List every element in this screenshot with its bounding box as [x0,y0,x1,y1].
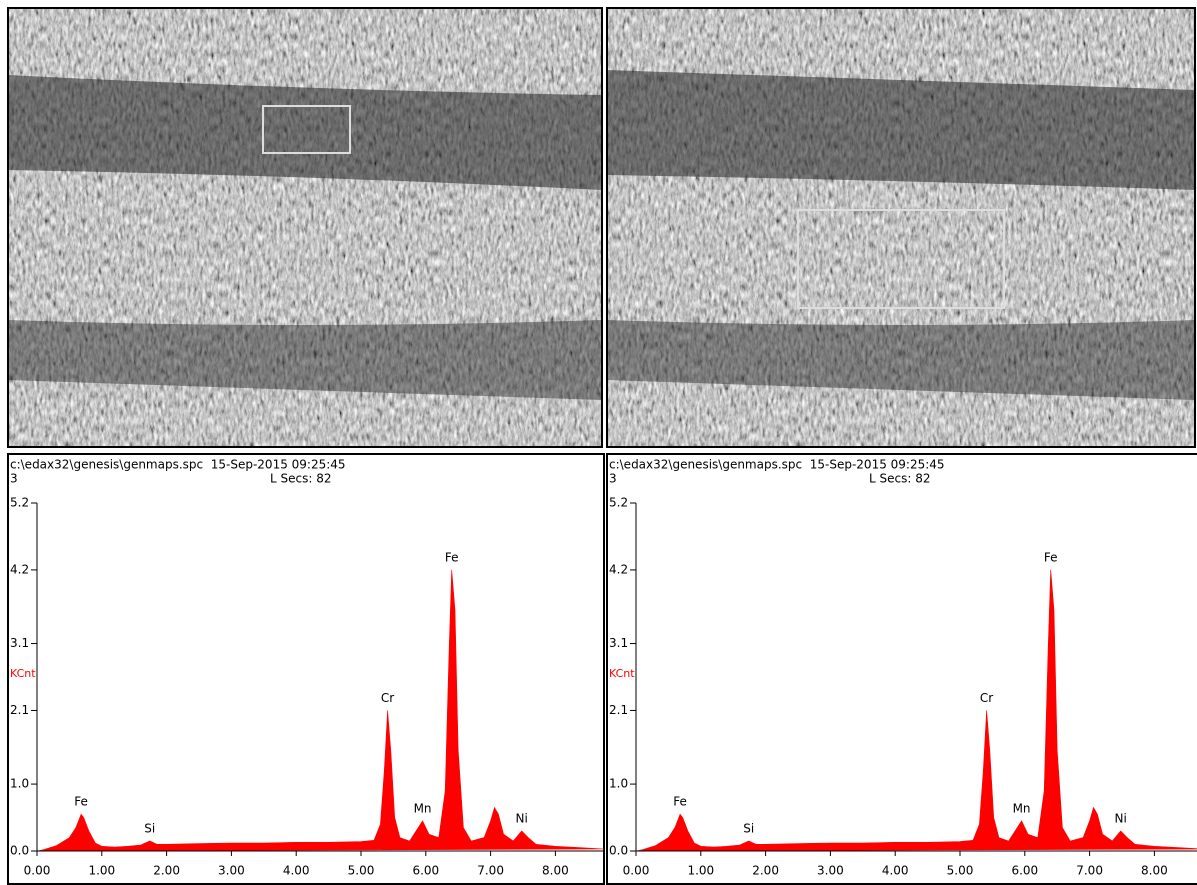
peak-label: Cr [980,691,993,705]
peak-label: Si [743,821,754,835]
x-tick-label: 7.00 [477,864,504,878]
y-tick-label: 4.2 [609,562,628,576]
y-tick-label: 5.2 [609,496,628,510]
x-tick-label: 0.00 [623,864,650,878]
peak-label: Si [144,821,155,835]
y-tick-label: 3.1 [10,636,29,650]
x-tick-label: 2.00 [752,864,779,878]
spectrum-panel: c:\edax32\genesis\genmaps.spc 15-Sep-201… [606,453,1197,885]
y-axis-label: KCnt [10,667,36,680]
sem-image-right [606,7,1196,448]
x-tick-label: 3.00 [817,864,844,878]
x-tick-label: 8.00 [542,864,569,878]
y-tick-label: 5.2 [10,496,29,510]
x-tick-label: 4.00 [283,864,310,878]
file-header: c:\edax32\genesis\genmaps.spc 15-Sep-201… [10,458,346,472]
y-tick-label: 0.0 [10,844,29,858]
x-tick-label: 6.00 [412,864,439,878]
live-seconds: L Secs: 82 [869,472,930,486]
y-tick-label: 1.0 [10,777,29,791]
peak-label: Fe [1044,550,1058,564]
x-tick-label: 0.00 [24,864,51,878]
peak-label: Mn [414,801,432,815]
x-tick-label: 3.00 [218,864,245,878]
x-tick-label: 8.00 [1141,864,1168,878]
x-tick-label: 4.00 [882,864,909,878]
spectrum-panel: c:\edax32\genesis\genmaps.spc 15-Sep-201… [7,453,605,885]
y-tick-label: 1.0 [609,777,628,791]
sem-image-left [7,7,603,448]
x-tick-label: 7.00 [1076,864,1103,878]
spectrum-area [36,569,605,852]
peak-label: Fe [673,795,687,809]
y-tick-label: 2.1 [609,703,628,717]
x-tick-label: 5.00 [348,864,375,878]
peak-label: Ni [516,811,528,825]
peak-label: Mn [1013,801,1031,815]
panel-frame [7,453,605,885]
peak-label: Fe [74,795,88,809]
peak-label: Ni [1115,811,1127,825]
x-tick-label: 6.00 [1011,864,1038,878]
x-tick-label: 2.00 [153,864,180,878]
file-header: c:\edax32\genesis\genmaps.spc 15-Sep-201… [609,458,945,472]
y-tick-label: 4.2 [10,562,29,576]
panel-frame [606,453,1197,885]
peak-label: Fe [445,550,459,564]
spectrum-label: 3 [10,472,18,486]
y-axis-label: KCnt [609,667,635,680]
spectrum-area [635,569,1197,852]
x-tick-label: 5.00 [947,864,974,878]
peak-label: Cr [381,691,394,705]
live-seconds: L Secs: 82 [270,472,331,486]
y-tick-label: 2.1 [10,703,29,717]
x-tick-label: 1.00 [88,864,115,878]
y-tick-label: 0.0 [609,844,628,858]
y-tick-label: 3.1 [609,636,628,650]
spectrum-label: 3 [609,472,617,486]
x-tick-label: 1.00 [687,864,714,878]
